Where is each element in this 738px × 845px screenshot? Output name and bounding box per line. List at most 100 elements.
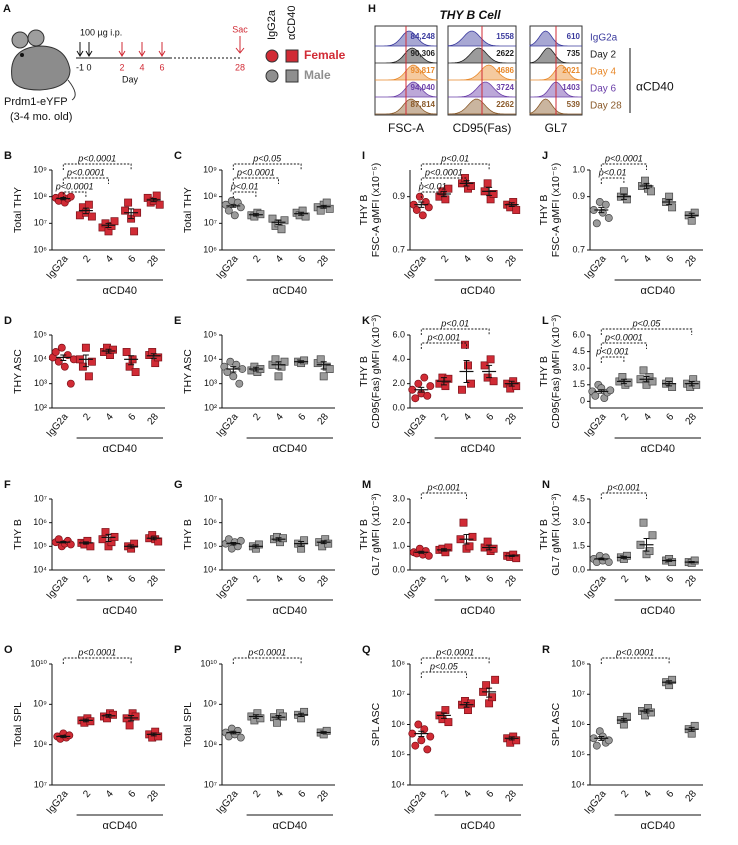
y-tick-label: 10¹⁰	[200, 658, 217, 668]
significance-bracket	[600, 328, 693, 335]
error-bar	[688, 726, 695, 732]
error-bar	[643, 537, 650, 552]
error-bar	[463, 702, 470, 708]
x-axis-label: αCD40	[103, 820, 137, 832]
data-point	[424, 203, 433, 212]
mfi-label: 735	[567, 49, 581, 58]
y-tick-label: 4.5	[572, 346, 585, 356]
x-tick-label: IgG2a	[215, 411, 241, 439]
y-axis-label: Total SPL	[182, 702, 194, 747]
sac-arrow	[235, 36, 245, 54]
error-bar	[486, 687, 493, 698]
data-point	[624, 378, 633, 387]
x-tick-label: 4	[104, 573, 116, 585]
y-tick-label: 1.5	[572, 541, 585, 551]
channel-label: FSC-A	[388, 121, 424, 135]
x-axis-label: αCD40	[273, 820, 307, 832]
y-tick-label: 0.0	[572, 564, 585, 574]
error-bar	[252, 366, 259, 372]
error-bar	[643, 182, 650, 190]
error-bar	[105, 222, 112, 228]
y-tick-label: 10⁷	[204, 779, 217, 789]
y-tick-label: 10⁹	[203, 164, 217, 174]
y-axis-label: SPL ASC	[370, 702, 382, 746]
p-value: p<0.0001	[604, 153, 643, 163]
y-axis-label: CD95(Fas) gMFI (x10⁻³)	[550, 314, 562, 428]
y-tick-label: 10⁵	[571, 749, 585, 759]
data-point	[441, 706, 450, 715]
x-tick-label: 2	[619, 411, 631, 423]
data-point	[465, 542, 474, 551]
x-tick-label: 6	[484, 788, 496, 800]
error-bar	[688, 560, 695, 564]
p-value: p<0.01	[230, 181, 259, 191]
error-bar	[320, 540, 327, 545]
panel-label: H	[368, 3, 376, 15]
x-tick-label: 6	[126, 411, 138, 423]
injection-arrow	[138, 42, 146, 57]
x-tick-label: 2	[81, 788, 93, 800]
y-tick-label: 10⁵	[33, 541, 47, 551]
y-tick-label: 4.0	[392, 354, 405, 364]
day-tick-label: 4	[139, 62, 144, 72]
y-tick-label: 10⁹	[33, 164, 47, 174]
data-point	[60, 362, 69, 371]
error-bar	[150, 198, 157, 203]
x-tick-label: 28	[315, 253, 331, 269]
data-point	[467, 699, 475, 708]
y-axis-label: THY ASC	[12, 349, 24, 394]
error-bar	[440, 548, 447, 552]
x-tick-label: 6	[664, 788, 676, 800]
x-axis-label: αCD40	[461, 443, 495, 455]
legend-group: αCD40	[286, 6, 298, 40]
x-tick-label: IgG2a	[45, 573, 71, 601]
error-bar	[82, 207, 89, 215]
x-tick-label: 4	[642, 788, 654, 800]
error-bar	[230, 542, 237, 546]
data-point	[648, 531, 657, 540]
error-bar	[598, 736, 605, 741]
data-point	[509, 198, 518, 206]
x-tick-label: 2	[619, 788, 631, 800]
x-tick-label: 2	[439, 411, 451, 423]
data-point	[279, 712, 287, 721]
data-point	[121, 206, 130, 215]
y-axis-label: THY B	[538, 519, 550, 550]
error-bar	[252, 714, 259, 719]
y-tick-label: 3.0	[572, 517, 585, 527]
histogram-legend: Day 28	[590, 101, 622, 112]
data-point	[224, 206, 233, 215]
y-tick-label: 10⁸	[33, 739, 47, 749]
data-point	[512, 554, 521, 563]
y-tick-label: 10⁹	[33, 699, 47, 709]
y-tick-label: 10⁴	[203, 564, 217, 574]
error-bar	[418, 201, 425, 208]
day-label: Day	[122, 74, 139, 84]
error-bar	[128, 355, 135, 366]
error-bar	[252, 544, 259, 549]
x-tick-label: 28	[145, 573, 161, 589]
x-tick-label: 2	[81, 253, 93, 265]
significance-bracket	[232, 191, 257, 198]
dot-plot: O Total SPL 10⁷ 10⁸ 10⁹ 10¹⁰ IgG2a 2 4 6 28 αCD40 p<…	[4, 644, 165, 832]
error-bar	[598, 206, 605, 214]
data-point	[426, 732, 435, 741]
dot-plot: B Total THY 10⁶ 10⁷ 10⁸ 10⁹ IgG2a 2 4 6 28 αCD40 p<0…	[4, 150, 165, 297]
data-point	[84, 200, 93, 209]
data-point	[491, 675, 500, 684]
error-bar	[440, 377, 447, 386]
x-tick-label: 4	[274, 788, 286, 800]
x-axis-label: αCD40	[641, 285, 675, 297]
x-axis-label: αCD40	[103, 443, 137, 455]
data-point	[155, 200, 164, 209]
p-value: p<0.0001	[77, 647, 116, 657]
error-bar	[275, 219, 282, 226]
p-value: p<0.0001	[55, 181, 94, 191]
p-value: p<0.001	[595, 346, 629, 356]
histogram-legend: Day 4	[590, 67, 617, 78]
y-tick-label: 10⁷	[34, 493, 47, 503]
data-point	[154, 353, 163, 362]
y-tick-label: 10⁶	[203, 517, 217, 527]
x-tick-label: 28	[503, 411, 519, 427]
data-point	[415, 192, 424, 201]
